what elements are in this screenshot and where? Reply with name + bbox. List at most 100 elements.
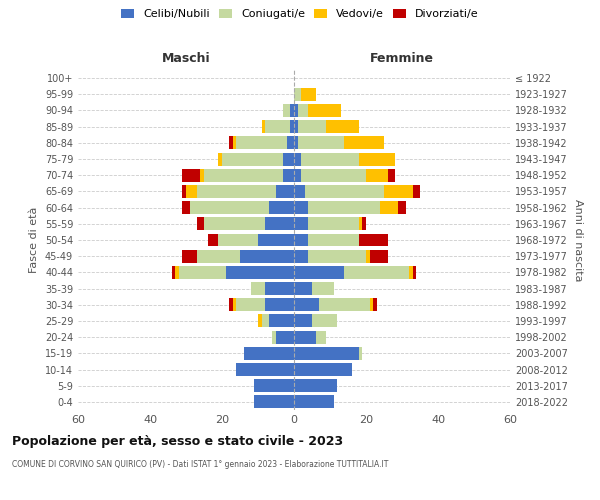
Bar [294, 136, 298, 149]
Bar [254, 379, 294, 392]
Bar [287, 136, 294, 149]
Bar [413, 266, 416, 279]
Bar [283, 152, 294, 166]
Bar [319, 298, 370, 311]
Bar [294, 169, 301, 181]
Bar [294, 234, 308, 246]
Bar [308, 218, 359, 230]
Bar [197, 250, 240, 262]
Bar [294, 314, 312, 328]
Bar [276, 330, 294, 344]
Bar [308, 104, 341, 117]
Bar [290, 104, 294, 117]
Bar [312, 282, 334, 295]
Bar [388, 169, 395, 181]
Bar [301, 169, 366, 181]
Legend: Celibi/Nubili, Coniugati/e, Vedovi/e, Divorziati/e: Celibi/Nubili, Coniugati/e, Vedovi/e, Di… [118, 6, 482, 22]
Bar [294, 185, 305, 198]
Bar [218, 234, 258, 246]
Y-axis label: Fasce di età: Fasce di età [29, 207, 39, 273]
Bar [344, 266, 409, 279]
Bar [233, 136, 236, 149]
Bar [182, 185, 186, 198]
Bar [413, 185, 420, 198]
Bar [265, 282, 294, 295]
Bar [182, 169, 200, 181]
Bar [398, 201, 406, 214]
Text: Maschi: Maschi [161, 52, 211, 65]
Bar [344, 136, 384, 149]
Bar [301, 88, 316, 101]
Bar [366, 250, 370, 262]
Bar [359, 152, 395, 166]
Bar [226, 266, 294, 279]
Bar [204, 169, 283, 181]
Bar [294, 88, 301, 101]
Bar [294, 104, 298, 117]
Bar [294, 152, 301, 166]
Bar [269, 201, 294, 214]
Bar [409, 266, 413, 279]
Bar [294, 218, 308, 230]
Bar [179, 266, 226, 279]
Bar [208, 234, 218, 246]
Bar [316, 330, 326, 344]
Bar [262, 314, 269, 328]
Bar [294, 282, 312, 295]
Bar [294, 396, 334, 408]
Bar [294, 298, 319, 311]
Bar [229, 298, 233, 311]
Bar [222, 152, 283, 166]
Bar [308, 234, 359, 246]
Bar [294, 379, 337, 392]
Bar [269, 314, 294, 328]
Bar [229, 136, 233, 149]
Text: Popolazione per età, sesso e stato civile - 2023: Popolazione per età, sesso e stato civil… [12, 435, 343, 448]
Bar [373, 298, 377, 311]
Bar [370, 250, 388, 262]
Bar [326, 120, 359, 133]
Y-axis label: Anni di nascita: Anni di nascita [574, 198, 583, 281]
Bar [244, 347, 294, 360]
Bar [294, 250, 308, 262]
Bar [265, 298, 294, 311]
Bar [258, 234, 294, 246]
Bar [359, 234, 388, 246]
Bar [240, 250, 294, 262]
Bar [200, 169, 204, 181]
Bar [236, 298, 265, 311]
Bar [298, 104, 308, 117]
Bar [251, 282, 265, 295]
Bar [283, 169, 294, 181]
Bar [272, 330, 276, 344]
Bar [294, 201, 308, 214]
Bar [308, 250, 366, 262]
Bar [265, 120, 290, 133]
Bar [218, 152, 222, 166]
Bar [294, 120, 298, 133]
Bar [290, 120, 294, 133]
Bar [283, 104, 290, 117]
Bar [312, 314, 337, 328]
Bar [236, 363, 294, 376]
Bar [294, 363, 352, 376]
Bar [236, 136, 287, 149]
Bar [298, 120, 326, 133]
Bar [384, 185, 413, 198]
Bar [197, 218, 204, 230]
Bar [186, 185, 197, 198]
Bar [294, 347, 359, 360]
Bar [294, 330, 316, 344]
Bar [298, 136, 344, 149]
Bar [362, 218, 366, 230]
Bar [182, 250, 197, 262]
Bar [366, 169, 388, 181]
Bar [262, 120, 265, 133]
Bar [190, 201, 269, 214]
Bar [258, 314, 262, 328]
Bar [204, 218, 265, 230]
Text: COMUNE DI CORVINO SAN QUIRICO (PV) - Dati ISTAT 1° gennaio 2023 - Elaborazione T: COMUNE DI CORVINO SAN QUIRICO (PV) - Dat… [12, 460, 388, 469]
Bar [380, 201, 398, 214]
Bar [370, 298, 373, 311]
Bar [305, 185, 384, 198]
